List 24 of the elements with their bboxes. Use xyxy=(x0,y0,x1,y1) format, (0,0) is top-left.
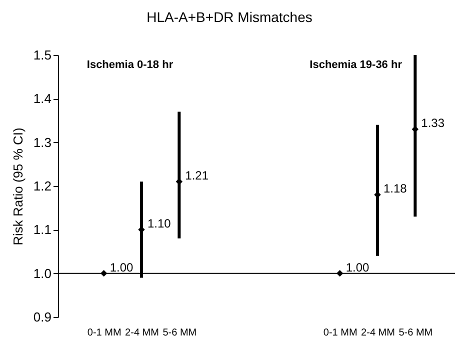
data-label: 1.00 xyxy=(110,260,134,274)
y-tick-label: 1.3 xyxy=(33,134,52,150)
y-axis-title: Risk Ratio (95 % CI) xyxy=(10,128,26,246)
x-tick-label: 5-6 MM xyxy=(162,328,197,338)
y-tick-label: 1.4 xyxy=(33,91,52,106)
x-tick-label: 2-4 MM xyxy=(361,328,395,338)
y-tick-label: 1.2 xyxy=(33,178,52,194)
data-label: 1.10 xyxy=(148,216,172,231)
x-tick-label: 2-4 MM xyxy=(125,328,159,338)
x-tick-label: 0-1 MM xyxy=(87,328,122,338)
y-tick-label: 1.5 xyxy=(33,48,52,62)
y-tick-label: 0.9 xyxy=(33,310,52,324)
y-tick-label: 1.1 xyxy=(33,222,52,238)
annotation: Ischemia 0-18 hr xyxy=(86,59,174,71)
text: HLA-A+B+DR Mismatches xyxy=(146,9,314,25)
x-tick-label: 0-1 MM xyxy=(323,328,358,338)
data-label: 1.18 xyxy=(384,182,408,196)
data-label: 1.21 xyxy=(185,168,209,183)
data-label: 1.33 xyxy=(421,116,445,130)
data-label: 1.00 xyxy=(346,260,370,274)
annotation: Ischemia 19-36 hr xyxy=(310,59,403,71)
x-tick-label: 5-6 MM xyxy=(398,328,433,338)
point xyxy=(100,270,108,277)
y-tick-label: 1.0 xyxy=(33,266,52,281)
